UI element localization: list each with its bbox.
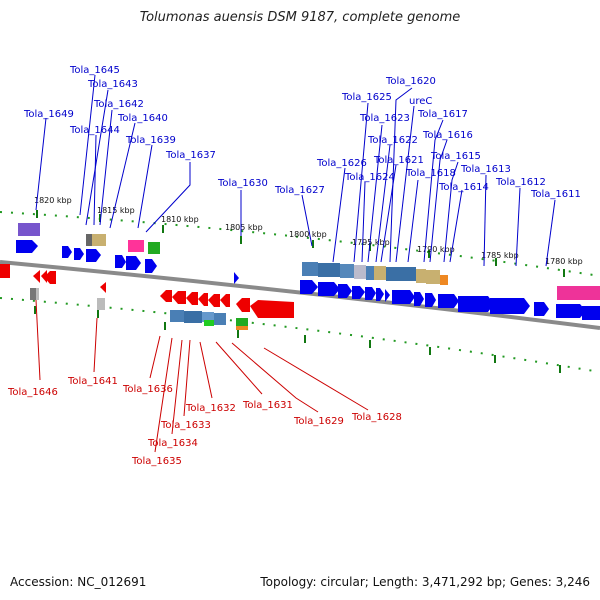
gene-label-tola-1624: Tola_1624	[344, 172, 395, 183]
gene-label-urec: ureC	[409, 96, 432, 107]
gene-label-tola-1628: Tola_1628	[351, 412, 402, 423]
gene-label-tola-1623: Tola_1623	[359, 113, 410, 124]
gene-label-tola-1622: Tola_1622	[367, 135, 418, 146]
tick-label-1780: 1780 kbp	[545, 257, 583, 266]
genome-summary: Topology: circular; Length: 3,471,292 bp…	[260, 575, 590, 589]
tick-label-1785: 1785 kbp	[481, 251, 519, 260]
gene-label-tola-1627: Tola_1627	[274, 185, 325, 196]
tick-label-1815: 1815 kbp	[97, 206, 135, 215]
upper-forward-genes	[16, 240, 600, 320]
gene-label-tola-1645: Tola_1645	[69, 65, 120, 76]
lower-gene-labels: Tola_1646 Tola_1641 Tola_1636 Tola_1635 …	[7, 376, 402, 467]
lower-feature-blocks	[30, 288, 248, 330]
gene-label-tola-1617: Tola_1617	[417, 109, 468, 120]
upper-gene-labels: Tola_1649 Tola_1645 Tola_1643 Tola_1644 …	[23, 65, 581, 200]
tick-label-1820: 1820 kbp	[34, 196, 72, 205]
gene-label-tola-1646: Tola_1646	[7, 387, 58, 398]
gene-label-tola-1637: Tola_1637	[165, 150, 216, 161]
gene-label-tola-1632: Tola_1632	[185, 403, 236, 414]
gene-label-tola-1629: Tola_1629	[293, 416, 344, 427]
gene-label-tola-1649: Tola_1649	[23, 109, 74, 120]
tick-label-1810: 1810 kbp	[161, 215, 199, 224]
gene-label-tola-1621: Tola_1621	[373, 155, 424, 166]
gene-label-tola-1612: Tola_1612	[495, 177, 546, 188]
tick-label-1800: 1800 kbp	[289, 230, 327, 239]
gene-label-tola-1626: Tola_1626	[316, 158, 367, 169]
gene-label-tola-1630: Tola_1630	[217, 178, 268, 189]
gene-label-tola-1644: Tola_1644	[69, 125, 120, 136]
gene-label-tola-1611: Tola_1611	[530, 189, 581, 200]
gene-label-tola-1635: Tola_1635	[131, 456, 182, 467]
tick-label-1790: 1790 kbp	[417, 245, 455, 254]
gene-label-tola-1636: Tola_1636	[122, 384, 173, 395]
upper-feature-blocks	[18, 223, 600, 300]
gene-label-tola-1618: Tola_1618	[405, 168, 456, 179]
gene-label-tola-1620: Tola_1620	[385, 76, 436, 87]
gene-label-tola-1634: Tola_1634	[147, 438, 198, 449]
gene-label-tola-1642: Tola_1642	[93, 99, 144, 110]
gene-label-tola-1643: Tola_1643	[87, 79, 138, 90]
major-ticks	[34, 210, 565, 373]
gene-label-tola-1615: Tola_1615	[430, 151, 481, 162]
accession-label: Accession: NC_012691	[10, 575, 147, 589]
gene-label-tola-1639: Tola_1639	[125, 135, 176, 146]
gene-label-tola-1631: Tola_1631	[242, 400, 293, 411]
gene-label-tola-1616: Tola_1616	[422, 130, 473, 141]
upper-callout-lines	[35, 74, 556, 267]
gene-label-tola-1614: Tola_1614	[438, 182, 489, 193]
lower-reverse-genes	[0, 264, 294, 318]
map-title: Tolumonas auensis DSM 9187, complete gen…	[139, 10, 461, 25]
gene-label-tola-1625: Tola_1625	[341, 92, 392, 103]
genome-backbone	[0, 260, 600, 330]
tick-label-1805: 1805 kbp	[225, 223, 263, 232]
tick-label-1795: 1795 kbp	[352, 238, 390, 247]
lower-callout-lines	[35, 299, 369, 453]
gene-label-tola-1641: Tola_1641	[67, 376, 118, 387]
gene-label-tola-1640: Tola_1640	[117, 113, 168, 124]
gene-label-tola-1633: Tola_1633	[160, 420, 211, 431]
gene-label-tola-1613: Tola_1613	[460, 164, 511, 175]
